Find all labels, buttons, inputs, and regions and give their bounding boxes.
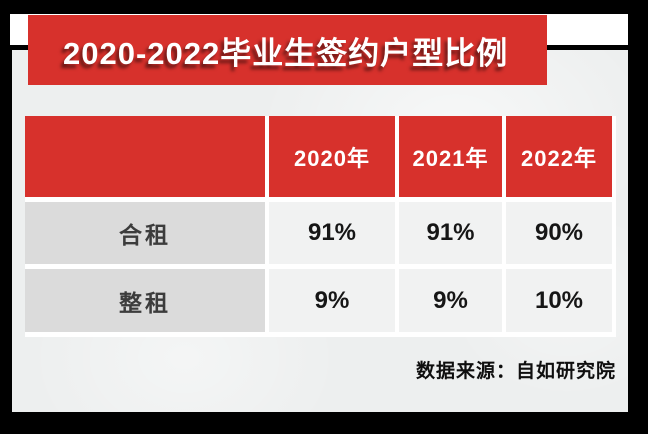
value-cell-whole-2021: 9% bbox=[399, 269, 502, 332]
value-cell-shared-2022: 90% bbox=[506, 202, 612, 264]
page-title: 2020-2022毕业生签约户型比例 bbox=[63, 35, 509, 71]
value-cell-whole-2022: 10% bbox=[506, 269, 612, 332]
data-source-note: 数据来源：自如研究院 bbox=[415, 361, 616, 382]
header-cell-empty bbox=[25, 116, 265, 197]
value-cell-whole-2020: 9% bbox=[269, 269, 395, 332]
header-cell-2020: 2020年 bbox=[269, 116, 395, 197]
data-table: 2020年 2021年 2022年 合租 91% 91% 90% 整租 9% 9… bbox=[25, 116, 616, 337]
header-cell-2022: 2022年 bbox=[506, 116, 612, 197]
row-label-whole-rent: 整租 bbox=[25, 269, 265, 332]
header-cell-2021: 2021年 bbox=[399, 116, 502, 197]
title-banner: 2020-2022毕业生签约户型比例 bbox=[28, 15, 547, 85]
row-label-shared-rent: 合租 bbox=[25, 202, 265, 264]
value-cell-shared-2021: 91% bbox=[399, 202, 502, 264]
value-cell-shared-2020: 91% bbox=[269, 202, 395, 264]
